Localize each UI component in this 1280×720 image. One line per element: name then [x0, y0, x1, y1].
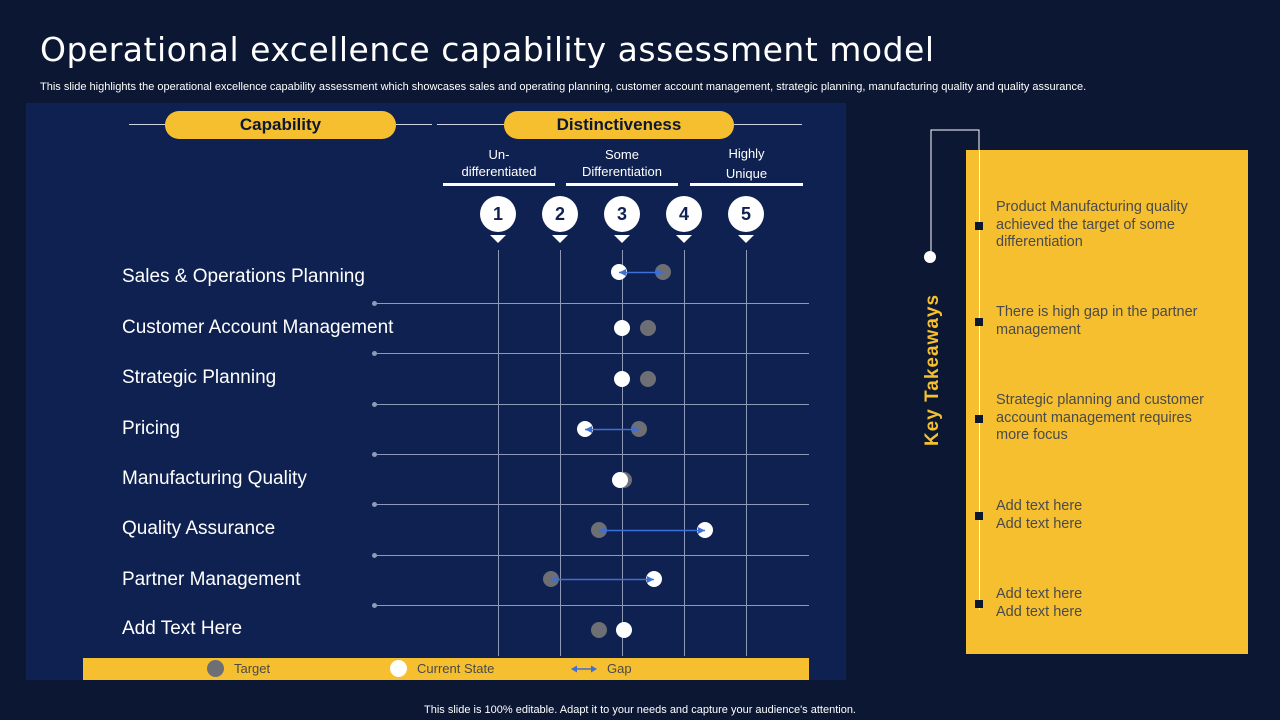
current-state-marker-manufacturing-quality [611, 472, 628, 488]
scale-line-5 [746, 250, 747, 656]
legend-gap-label: Gap [607, 661, 632, 676]
target-marker-sales-operations-planning [654, 264, 671, 280]
takeaway-item-3: Strategic planning and customer account … [996, 392, 1204, 443]
row-separator-dot [372, 603, 377, 608]
row-separator [375, 404, 809, 405]
distinctiveness-header-line-right [734, 124, 802, 125]
row-separator [375, 504, 809, 505]
scale-marker-4: 4 [666, 196, 702, 232]
legend-current-swatch [390, 660, 407, 677]
gap-arrow-quality-assurance [599, 527, 706, 534]
takeaway-item-4: Add text here Add text here [996, 498, 1083, 532]
scale-line-1 [498, 250, 499, 656]
takeaways-connector [924, 129, 980, 263]
row-separator-dot [372, 502, 377, 507]
scale-line-2 [560, 250, 561, 656]
row-separator-dot [372, 301, 377, 306]
distinctiveness-header-line-left [437, 124, 504, 125]
row-label-manufacturing-quality: Manufacturing Quality [122, 468, 307, 489]
row-separator [375, 353, 809, 354]
scale-marker-3: 3 [604, 196, 640, 232]
capability-header-line-left [129, 124, 165, 125]
category-highly-unique: Highly Unique [725, 146, 768, 181]
row-label-customer-account-management: Customer Account Management [122, 317, 394, 338]
scale-marker-1: 1 [480, 196, 516, 232]
row-separator-dot [372, 452, 377, 457]
row-label-strategic-planning: Strategic Planning [122, 367, 277, 388]
page-subtitle: This slide highlights the operational ex… [40, 81, 1087, 93]
row-label-sales-operations-planning: Sales & Operations Planning [122, 266, 365, 287]
capability-header: Capability [165, 111, 396, 139]
takeaway-bullet-icon [975, 318, 983, 326]
target-marker-customer-account-management [640, 320, 657, 336]
takeaway-bullet-icon [975, 600, 983, 608]
scale-marker-4-pointer [676, 235, 692, 243]
row-label-add-text-here: Add Text Here [122, 618, 243, 639]
category-highly-unique-bar [690, 183, 803, 186]
legend-gap-arrow-icon [571, 665, 597, 673]
current-state-marker-add-text-here [615, 622, 632, 638]
row-separator [375, 303, 809, 304]
row-separator-dot [372, 553, 377, 558]
assessment-panel [26, 103, 846, 680]
row-label-pricing: Pricing [122, 418, 181, 439]
gap-arrow-sales-operations-planning [618, 269, 663, 276]
row-separator-dot [372, 351, 377, 356]
legend-current-label: Current State [417, 661, 495, 676]
scale-marker-2-pointer [552, 235, 568, 243]
scale-line-3 [622, 250, 623, 656]
takeaway-bullet-icon [975, 222, 983, 230]
row-separator [375, 454, 809, 455]
row-separator [375, 605, 809, 606]
row-label-partner-management: Partner Management [122, 569, 301, 590]
current-state-marker-strategic-planning [614, 371, 630, 387]
category-undifferentiated: Un- differentiated [461, 147, 537, 179]
scale-line-4 [684, 250, 685, 656]
key-takeaways-label: Key Takeaways [922, 293, 943, 447]
takeaway-item-2: There is high gap in the partner managem… [996, 304, 1198, 338]
row-separator [375, 555, 809, 556]
target-marker-strategic-planning [640, 371, 657, 387]
footer-note: This slide is 100% editable. Adapt it to… [424, 704, 856, 716]
legend-target-swatch [207, 660, 224, 677]
takeaway-bullet-icon [975, 512, 983, 520]
gap-arrow-partner-management [551, 576, 655, 583]
scale-marker-1-pointer [490, 235, 506, 243]
current-state-marker-customer-account-management [614, 320, 630, 336]
key-takeaways-vertical-line [979, 150, 980, 610]
capability-header-line-right [396, 124, 432, 125]
distinctiveness-header: Distinctiveness [504, 111, 734, 139]
row-label-quality-assurance: Quality Assurance [122, 518, 276, 539]
legend-target-label: Target [234, 661, 271, 676]
takeaway-item-1: Product Manufacturing quality achieved t… [996, 199, 1188, 250]
category-some-differentiation-bar [566, 183, 678, 186]
current-state-marker-quality-assurance [697, 522, 714, 538]
category-some-differentiation: Some Differentiation [582, 147, 662, 179]
takeaway-item-5: Add text here Add text here [996, 586, 1083, 620]
scale-marker-5-pointer [738, 235, 754, 243]
row-separator-dot [372, 402, 377, 407]
category-undifferentiated-bar [443, 183, 555, 186]
page-title: Operational excellence capability assess… [40, 30, 935, 69]
target-marker-add-text-here [591, 622, 608, 638]
gap-arrow-pricing [584, 426, 640, 433]
scale-marker-3-pointer [614, 235, 630, 243]
scale-marker-2: 2 [542, 196, 578, 232]
current-state-marker-partner-management [646, 571, 663, 587]
key-takeaways-box [966, 150, 1248, 654]
legend-bar: Target Current State Gap [83, 658, 809, 680]
scale-marker-5: 5 [728, 196, 764, 232]
target-marker-pricing [631, 421, 648, 437]
takeaway-bullet-icon [975, 415, 983, 423]
